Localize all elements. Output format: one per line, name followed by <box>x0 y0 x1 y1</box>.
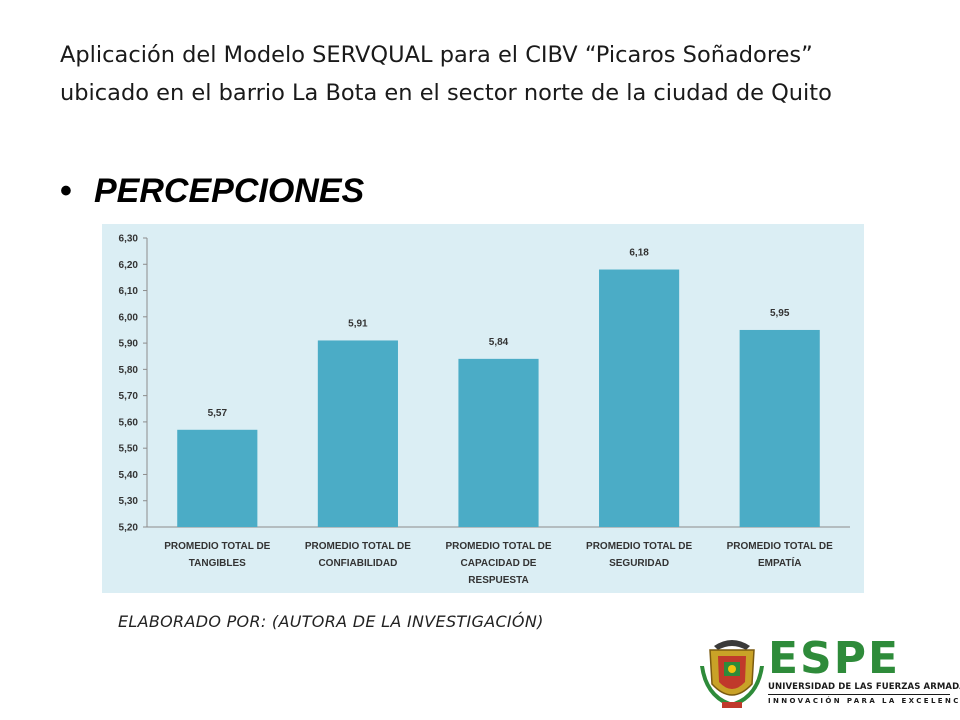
slide-title: Aplicación del Modelo SERVQUAL para el C… <box>60 36 920 112</box>
y-tick-label: 5,20 <box>119 523 139 534</box>
y-tick-label: 5,80 <box>119 365 139 376</box>
data-label: 6,18 <box>629 248 649 259</box>
data-label: 5,91 <box>348 318 368 329</box>
bar-chart: 5,20 5,30 5,40 5,50 5,60 5,70 5,80 5,90 6,00 6,10… <box>119 234 850 586</box>
logo-divider <box>768 694 950 695</box>
espe-logo: ESPE UNIVERSIDAD DE LAS FUERZAS ARMADAS … <box>700 633 960 714</box>
logo-wordmark: ESPE <box>768 633 901 684</box>
y-tick-label: 5,70 <box>119 391 139 402</box>
bar <box>599 269 680 527</box>
source-credit: ELABORADO POR: (AUTORA DE LA INVESTIGACI… <box>118 612 544 631</box>
x-tick-label: PROMEDIO TOTAL DE <box>586 541 692 552</box>
x-tick-label: SEGURIDAD <box>609 558 669 569</box>
bar <box>317 340 398 527</box>
x-tick-label: EMPATÍA <box>758 556 802 569</box>
y-tick-label: 5,90 <box>119 339 139 350</box>
bar <box>177 429 258 527</box>
data-label: 5,95 <box>770 308 790 319</box>
y-tick-label: 6,00 <box>119 312 139 323</box>
y-tick-label: 5,40 <box>119 470 139 481</box>
bullet-marker: • <box>60 172 72 210</box>
section-heading-text: PERCEPCIONES <box>94 172 365 210</box>
x-tick-label: PROMEDIO TOTAL DE <box>445 541 551 552</box>
bar <box>739 329 820 527</box>
data-label: 5,84 <box>489 337 509 348</box>
y-tick-label: 5,50 <box>119 444 139 455</box>
bar <box>458 358 539 527</box>
logo-tagline: INNOVACIÓN PARA LA EXCELENCIA <box>768 697 960 705</box>
section-heading: • PERCEPCIONES <box>60 172 364 211</box>
slide-title-line-2: ubicado en el barrio La Bota en el secto… <box>60 80 832 106</box>
espe-crest-icon <box>700 640 764 708</box>
chart-container: 5,20 5,30 5,40 5,50 5,60 5,70 5,80 5,90 6,00 6,10… <box>102 224 864 593</box>
x-tick-label: PROMEDIO TOTAL DE <box>727 541 833 552</box>
x-tick-label: TANGIBLES <box>189 558 246 569</box>
y-tick-label: 6,30 <box>119 234 139 245</box>
y-tick-label: 5,30 <box>119 496 139 507</box>
slide-title-line-1: Aplicación del Modelo SERVQUAL para el C… <box>60 42 813 68</box>
x-tick-label: CONFIABILIDAD <box>318 558 397 569</box>
x-tick-label: PROMEDIO TOTAL DE <box>305 541 411 552</box>
y-tick-label: 6,20 <box>119 260 139 271</box>
y-tick-label: 6,10 <box>119 286 139 297</box>
x-tick-label: RESPUESTA <box>468 575 528 586</box>
x-tick-label: CAPACIDAD DE <box>461 558 537 569</box>
logo-subtitle: UNIVERSIDAD DE LAS FUERZAS ARMADAS <box>768 682 960 692</box>
y-tick-label: 5,60 <box>119 417 139 428</box>
data-label: 5,57 <box>208 408 228 419</box>
x-tick-label: PROMEDIO TOTAL DE <box>164 541 270 552</box>
